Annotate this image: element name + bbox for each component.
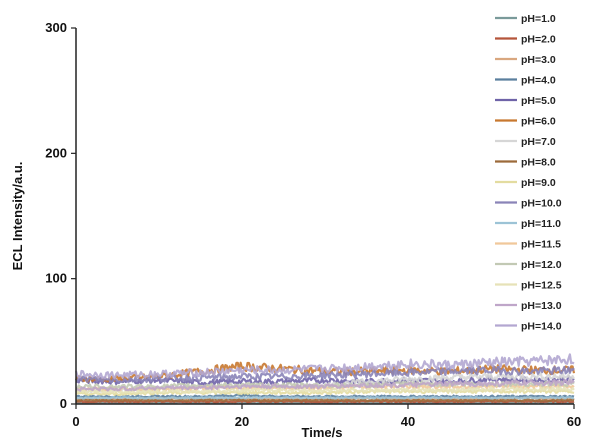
legend-label: pH=2.0 xyxy=(521,34,556,46)
legend-label: pH=10.0 xyxy=(521,198,562,210)
y-tick-label: 0 xyxy=(60,396,67,411)
x-tick-label: 60 xyxy=(567,414,581,429)
x-tick-label: 0 xyxy=(72,414,79,429)
y-axis-title: ECL Intensity/a.u. xyxy=(10,162,25,271)
series-line-pH-11-0 xyxy=(75,395,575,400)
y-tick-label: 200 xyxy=(45,145,67,160)
legend-label: pH=12.5 xyxy=(521,280,562,292)
legend-label: pH=1.0 xyxy=(521,13,556,25)
legend-label: pH=4.0 xyxy=(521,75,556,87)
legend-label: pH=11.0 xyxy=(521,218,561,230)
legend: pH=1.0 pH=2.0 pH=3.0 pH=4.0 pH=5.0 pH=6.0 pH=7… xyxy=(495,13,562,333)
ticks-layer: 0 100 200 300 0 20 40 60 xyxy=(45,20,581,429)
legend-label: pH=12.0 xyxy=(521,259,562,271)
legend-label: pH=14.0 xyxy=(521,321,562,333)
series-layer xyxy=(74,353,576,405)
legend-label: pH=5.0 xyxy=(521,95,556,107)
series-line-pH-13-0 xyxy=(75,379,575,392)
axes-layer xyxy=(75,28,574,405)
legend-label: pH=8.0 xyxy=(521,157,556,169)
legend-label: pH=11.5 xyxy=(521,239,561,251)
series-line-pH-10-0 xyxy=(75,365,575,384)
legend-label: pH=7.0 xyxy=(521,136,556,148)
legend-label: pH=9.0 xyxy=(521,177,556,189)
x-axis-title: Time/s xyxy=(302,425,343,440)
legend-label: pH=3.0 xyxy=(521,54,556,66)
x-tick-label: 40 xyxy=(401,414,415,429)
y-tick-label: 100 xyxy=(45,271,67,286)
series-line-pH-8-0 xyxy=(75,398,575,403)
legend-label: pH=6.0 xyxy=(521,116,556,128)
series-line-pH-14-0 xyxy=(74,353,575,380)
series-line-pH-12-5 xyxy=(76,386,575,395)
x-tick-label: 20 xyxy=(235,414,249,429)
legend-label: pH=13.0 xyxy=(521,300,562,312)
y-tick-label: 300 xyxy=(45,20,67,35)
